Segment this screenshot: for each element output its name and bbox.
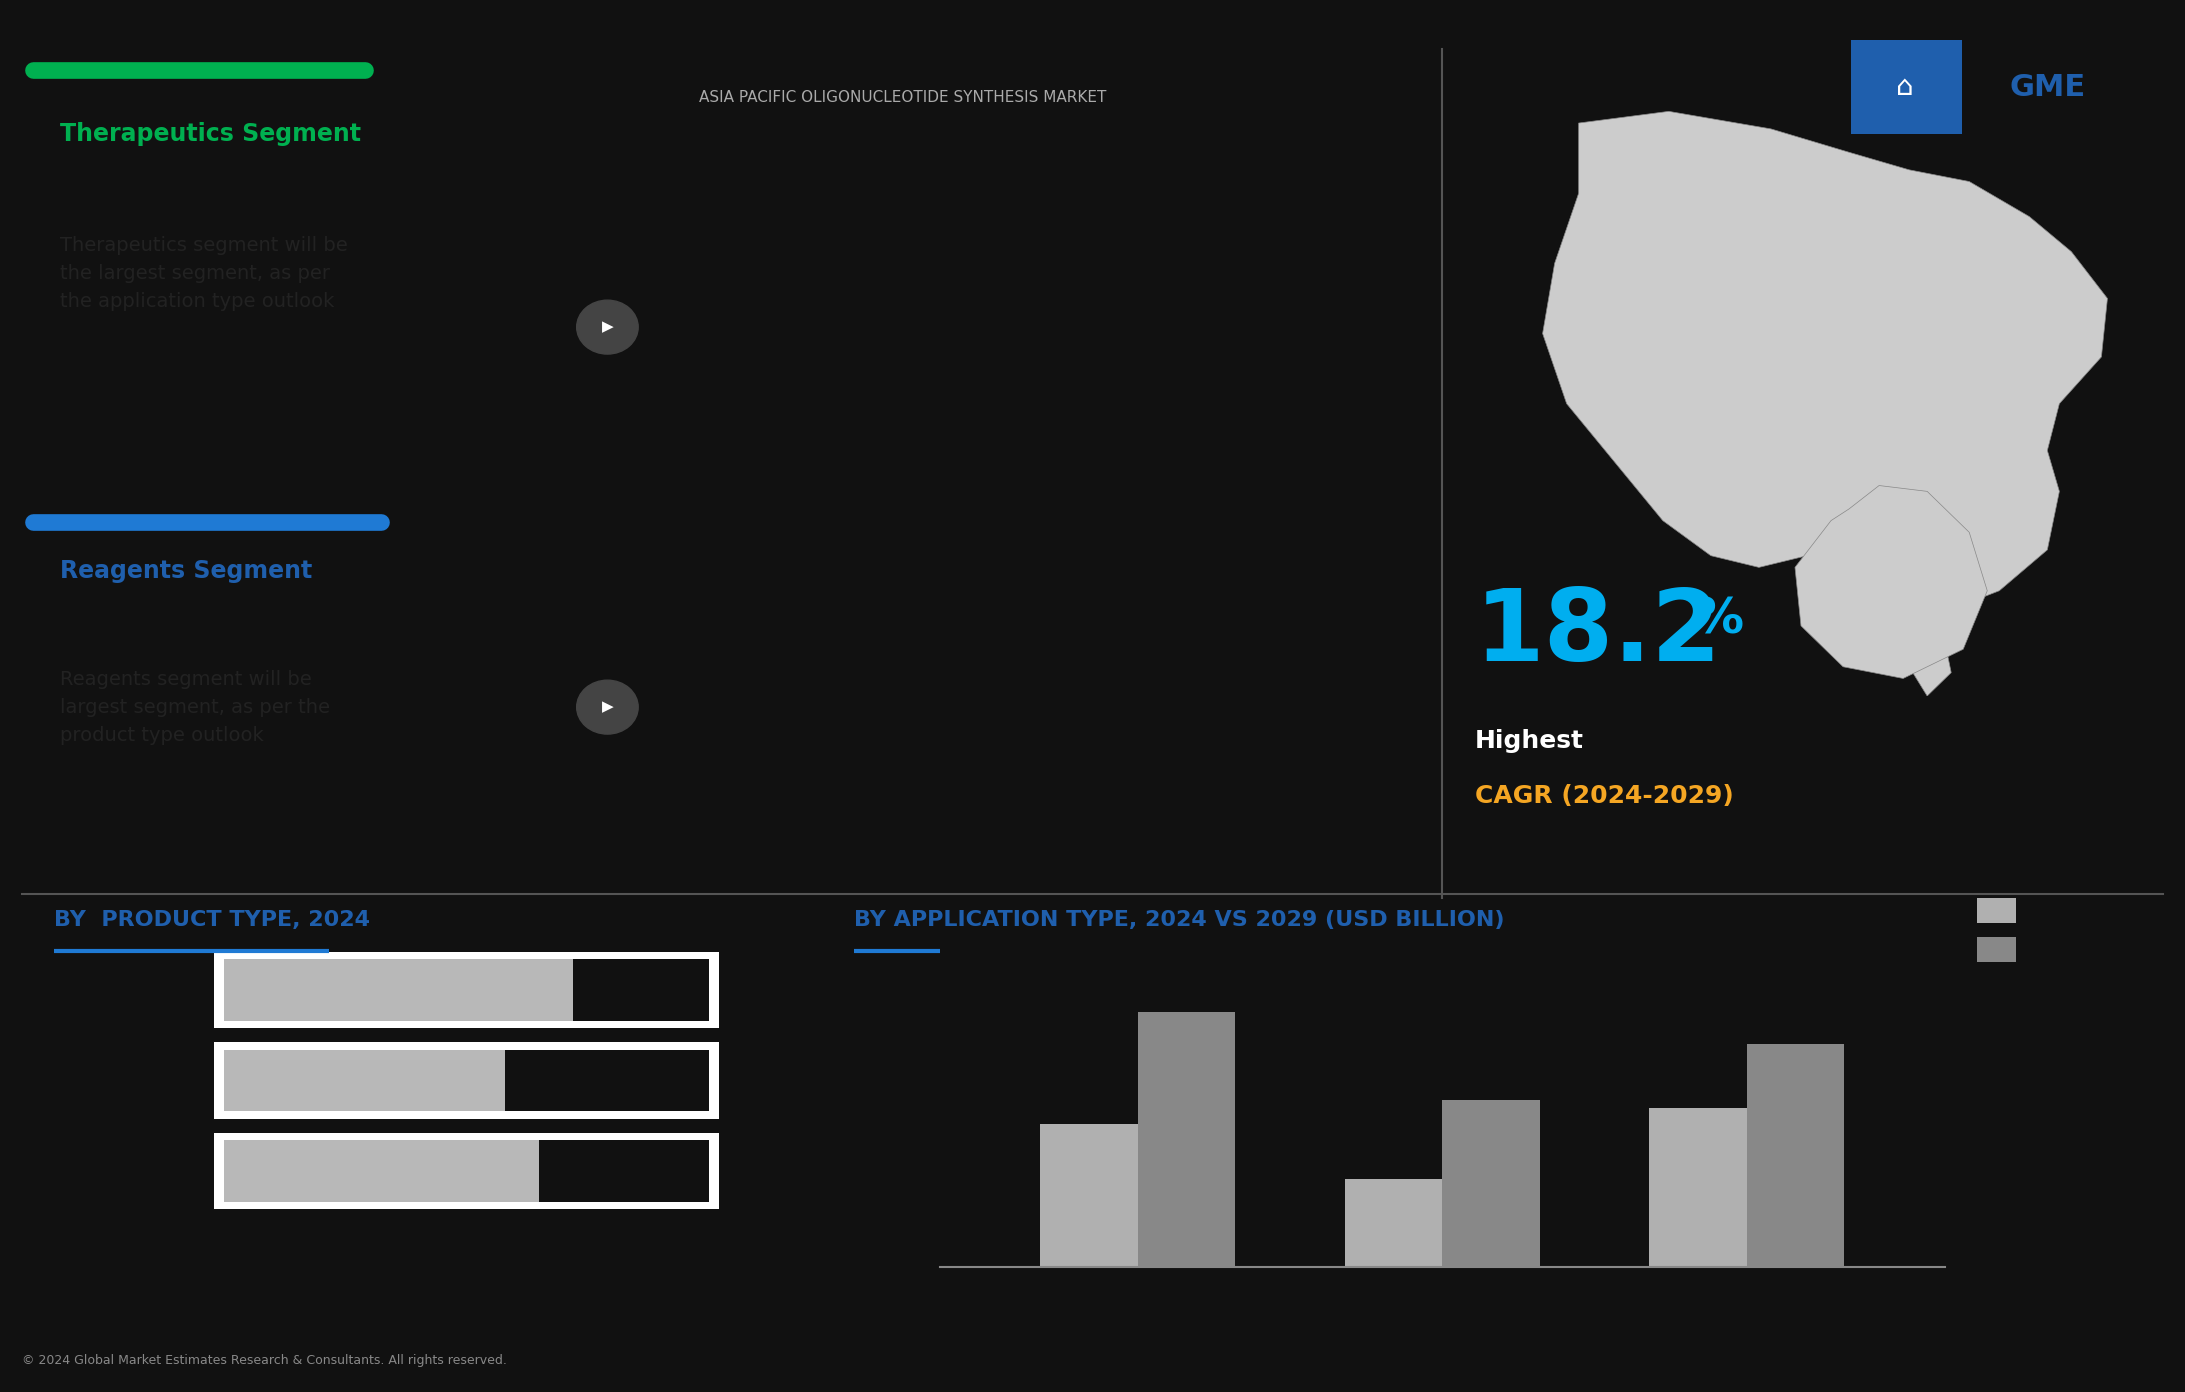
- Text: Reagents Segment: Reagents Segment: [59, 558, 312, 583]
- Polygon shape: [1796, 486, 1986, 678]
- Bar: [223, 959, 572, 1022]
- Bar: [1138, 1012, 1235, 1267]
- Text: GME: GME: [2010, 72, 2087, 102]
- Text: Therapeutics Segment: Therapeutics Segment: [59, 122, 361, 146]
- Bar: [505, 1050, 708, 1111]
- Bar: [540, 1140, 708, 1201]
- Text: ASIA PACIFIC OLIGONUCLEOTIDE SYNTHESIS MARKET: ASIA PACIFIC OLIGONUCLEOTIDE SYNTHESIS M…: [699, 90, 1106, 106]
- Circle shape: [577, 301, 638, 354]
- Text: Therapeutics segment will be
the largest segment, as per
the application type ou: Therapeutics segment will be the largest…: [59, 237, 347, 312]
- Polygon shape: [1879, 614, 1951, 696]
- Text: CAGR (2024-2029): CAGR (2024-2029): [1475, 784, 1733, 809]
- Text: Highest: Highest: [1475, 728, 1584, 753]
- Bar: [223, 1050, 505, 1111]
- Bar: [1977, 898, 2017, 923]
- Text: BY  PRODUCT TYPE, 2024: BY PRODUCT TYPE, 2024: [55, 910, 369, 930]
- Bar: [214, 952, 719, 1029]
- Bar: [223, 1140, 540, 1201]
- Text: ⌂: ⌂: [1897, 72, 1914, 102]
- Bar: [214, 1043, 719, 1119]
- Text: Reagents segment will be
largest segment, as per the
product type outlook: Reagents segment will be largest segment…: [59, 670, 330, 745]
- Polygon shape: [1543, 111, 2106, 626]
- Bar: [214, 1133, 719, 1210]
- Bar: [1851, 39, 1962, 135]
- Text: ▶: ▶: [601, 320, 614, 334]
- Text: ▶: ▶: [601, 700, 614, 714]
- Bar: [1442, 1100, 1540, 1267]
- Bar: [1344, 1179, 1442, 1267]
- Bar: [572, 959, 708, 1022]
- Bar: [1040, 1123, 1138, 1267]
- Text: BY APPLICATION TYPE, 2024 VS 2029 (USD BILLION): BY APPLICATION TYPE, 2024 VS 2029 (USD B…: [854, 910, 1505, 930]
- Bar: [1746, 1044, 1844, 1267]
- Circle shape: [577, 681, 638, 734]
- Bar: [1650, 1108, 1746, 1267]
- Bar: [1977, 937, 2017, 962]
- Text: © 2024 Global Market Estimates Research & Consultants. All rights reserved.: © 2024 Global Market Estimates Research …: [22, 1354, 507, 1367]
- Text: %: %: [1693, 596, 1744, 643]
- Text: 18.2: 18.2: [1475, 585, 1722, 682]
